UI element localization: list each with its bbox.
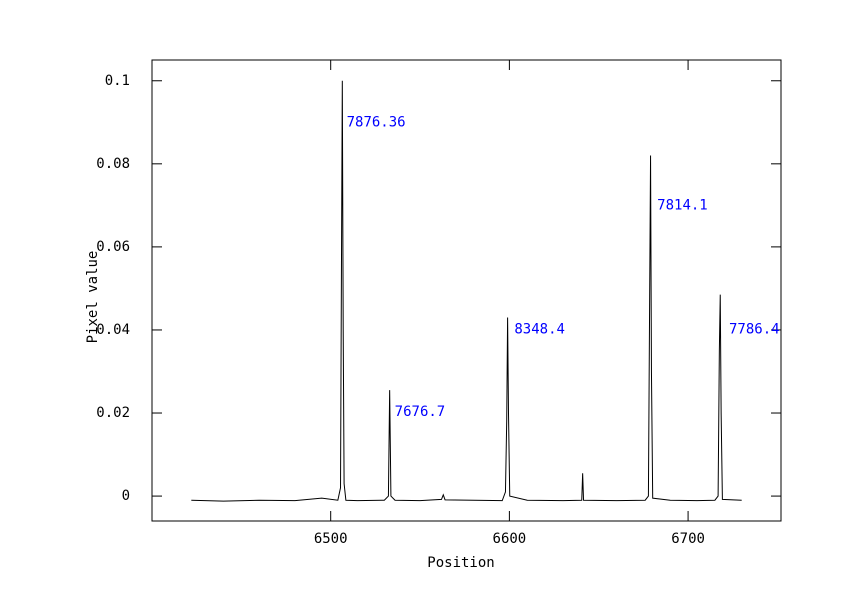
x-axis-label: Position: [427, 555, 494, 571]
x-tick-label: 6600: [493, 531, 527, 547]
y-tick-label: 0.04: [96, 322, 130, 338]
y-tick-label: 0.08: [96, 156, 130, 172]
y-tick-label: 0.1: [105, 73, 130, 89]
y-tick-label: 0.06: [96, 239, 130, 255]
y-axis-label: Pixel value: [85, 251, 101, 344]
spectrum-line: [191, 80, 742, 502]
y-tick-label: 0: [122, 488, 130, 504]
peak-annotation: 8348.4: [514, 322, 565, 338]
x-tick-label: 6700: [671, 531, 705, 547]
plot-frame: [151, 59, 782, 522]
peak-annotation: 7786.4: [729, 322, 780, 338]
x-tick-label: 6500: [314, 531, 348, 547]
peak-annotation: 7676.7: [395, 404, 446, 420]
peak-annotation: 7876.36: [347, 115, 406, 131]
y-tick-label: 0.02: [96, 405, 130, 421]
peak-annotation: 7814.1: [657, 197, 708, 213]
